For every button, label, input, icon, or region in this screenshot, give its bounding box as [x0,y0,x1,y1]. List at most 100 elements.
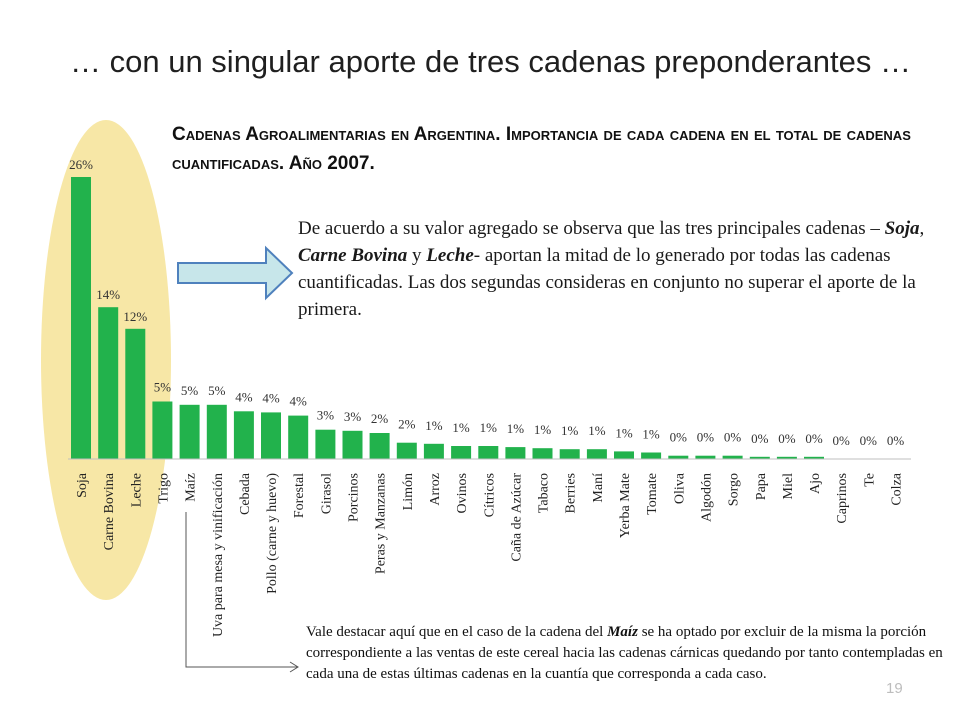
soja-emphasis: Soja [884,218,920,239]
category-label-6: Cebada [238,472,253,515]
bar-25 [749,456,770,459]
data-label-16: 1% [507,421,525,436]
bar-1 [98,307,119,459]
data-label-25: 0% [751,431,769,446]
category-label-22: Oliva [672,472,687,504]
category-label-21: Tomate [645,473,660,515]
bar-13 [423,443,444,459]
category-label-26: Miel [781,473,796,500]
bar-24 [722,455,743,459]
connector-line [185,512,298,668]
bar-6 [233,411,254,459]
bar-8 [288,415,309,459]
bar-15 [478,446,499,459]
category-label-19: Maní [591,473,606,503]
data-label-11: 2% [371,411,389,426]
category-label-18: Berries [564,473,579,513]
category-label-20: Yerba Mate [618,473,633,538]
data-label-24: 0% [724,430,742,445]
category-label-29: Te [862,473,877,487]
data-label-1: 14% [96,287,120,302]
category-label-30: Colza [890,472,905,505]
data-label-27: 0% [805,431,823,446]
data-label-15: 1% [480,420,498,435]
bar-17 [532,448,553,459]
page-number: 19 [886,680,903,697]
category-label-28: Caprinos [835,473,850,524]
data-label-22: 0% [670,430,688,445]
bar-2 [125,328,146,459]
bar-10 [342,430,363,459]
bar-27 [804,456,824,459]
connector-arrowhead-icon [289,661,299,673]
bar-22 [668,455,689,459]
data-label-2: 12% [123,309,147,324]
data-label-8: 4% [290,394,308,409]
category-label-3: Trigo [156,473,171,504]
category-label-12: Limón [401,473,416,510]
data-label-3: 5% [154,380,172,395]
bar-18 [559,449,580,459]
data-label-10: 3% [344,409,362,424]
category-label-1: Carne Bovina [102,472,117,550]
category-label-15: Cítricos [482,473,497,517]
bar-16 [505,447,526,459]
data-label-4: 5% [181,383,199,398]
category-label-10: Porcinos [347,473,362,522]
data-label-23: 0% [697,430,715,445]
footnote-text: Vale destacar aquí que en el caso de la … [306,624,943,682]
category-label-16: Caña de Azúcar [509,473,524,562]
category-label-4: Maíz [184,473,199,502]
category-label-23: Algodón [699,473,714,522]
data-label-21: 1% [642,427,660,442]
data-label-26: 0% [778,431,796,446]
data-label-14: 1% [452,420,470,435]
category-label-9: Girasol [319,473,334,514]
data-label-13: 1% [425,418,443,433]
data-label-5: 5% [208,383,226,398]
bar-5 [206,404,227,459]
bar-11 [369,433,390,459]
category-label-5: Uva para mesa y vinificación [211,473,226,637]
data-label-29: 0% [860,433,878,448]
bar-20 [614,451,634,459]
bar-12 [396,442,417,459]
category-label-8: Forestal [292,473,307,518]
category-label-13: Arroz [428,473,443,506]
data-label-17: 1% [534,422,552,437]
bar-23 [695,455,716,459]
maiz-emphasis: Maíz [607,624,638,640]
data-label-12: 2% [398,417,416,432]
category-label-25: Papa [754,472,769,500]
bar-21 [641,452,662,459]
data-label-18: 1% [561,423,579,438]
data-label-30: 0% [887,433,905,448]
slide-title: … con un singular aporte de tres cadenas… [70,44,911,79]
bar-14 [451,446,472,459]
category-label-17: Tabaco [537,473,552,513]
bar-26 [776,456,797,459]
data-label-9: 3% [317,408,335,423]
bar-9 [315,429,336,459]
bar-0 [71,177,91,459]
data-label-20: 1% [615,425,633,440]
category-label-27: Ajo [808,473,823,494]
data-label-28: 0% [833,433,851,448]
data-label-6: 4% [235,389,253,404]
category-label-2: Leche [129,473,144,507]
category-label-14: Ovinos [455,473,470,513]
chart-title: Cadenas Agroalimentarias en Argentina. I… [172,124,911,174]
category-label-24: Sorgo [727,473,742,506]
data-label-0: 26% [69,157,93,172]
bar-3 [152,401,173,459]
right-arrow-icon [177,245,294,301]
category-label-0: Soja [75,472,90,498]
carne-emphasis: Carne Bovina [298,245,408,266]
data-label-7: 4% [262,390,280,405]
bar-7 [261,412,281,459]
leche-emphasis: Leche [426,245,474,266]
bar-19 [586,449,607,459]
category-label-11: Peras y Manzanas [374,473,389,574]
